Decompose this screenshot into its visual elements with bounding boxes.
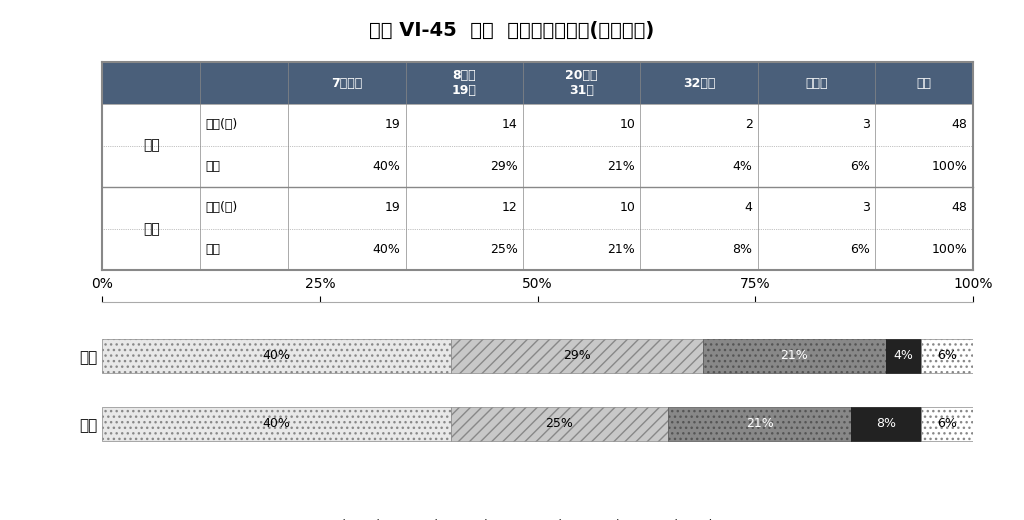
Bar: [451, 339, 703, 373]
Bar: [702, 339, 886, 373]
Text: 人数(人): 人数(人): [206, 201, 238, 214]
Text: 40%: 40%: [373, 160, 400, 173]
Bar: [921, 339, 973, 373]
Text: 100%: 100%: [932, 243, 968, 256]
Text: 21%: 21%: [607, 160, 635, 173]
Bar: [668, 407, 851, 440]
Text: 事前: 事前: [143, 139, 160, 152]
Legend: 弱い(7点以下), 普通(8点～19点), やや強い(20点～31点), 強い(32点～), 無回答: 弱い(7点以下), 普通(8点～19点), やや強い(20点～31点), 強い(…: [296, 514, 779, 520]
Bar: [102, 407, 451, 440]
Text: 6%: 6%: [937, 349, 956, 362]
Text: 48: 48: [951, 118, 968, 131]
Text: 4%: 4%: [893, 349, 913, 362]
Text: 4: 4: [744, 201, 753, 214]
Text: 合計: 合計: [916, 76, 932, 89]
Text: 8%: 8%: [732, 243, 753, 256]
Text: 21%: 21%: [780, 349, 808, 362]
Text: 14: 14: [502, 118, 518, 131]
Text: 10: 10: [620, 118, 635, 131]
Text: 100%: 100%: [932, 160, 968, 173]
Bar: [886, 339, 921, 373]
Text: 事後: 事後: [143, 222, 160, 236]
Text: 19: 19: [385, 118, 400, 131]
Text: 40%: 40%: [262, 349, 291, 362]
Text: 3: 3: [862, 201, 869, 214]
Text: 21%: 21%: [607, 243, 635, 256]
Text: 25%: 25%: [546, 417, 573, 430]
Text: 6%: 6%: [850, 160, 869, 173]
Text: 6%: 6%: [850, 243, 869, 256]
Bar: [451, 407, 669, 440]
Text: 19: 19: [385, 201, 400, 214]
Bar: [851, 407, 921, 440]
Text: 10: 10: [620, 201, 635, 214]
Bar: [102, 339, 451, 373]
Text: 40%: 40%: [373, 243, 400, 256]
Text: 25%: 25%: [489, 243, 518, 256]
Text: 48: 48: [951, 201, 968, 214]
Text: 20点～
31点: 20点～ 31点: [565, 69, 598, 97]
Text: 32点～: 32点～: [683, 76, 715, 89]
Text: 割合: 割合: [206, 243, 220, 256]
Text: 40%: 40%: [262, 417, 291, 430]
Text: 6%: 6%: [937, 417, 956, 430]
Text: 7点以下: 7点以下: [332, 76, 362, 89]
Text: 3: 3: [862, 118, 869, 131]
Text: 29%: 29%: [563, 349, 591, 362]
Text: 4%: 4%: [732, 160, 753, 173]
Text: 21%: 21%: [745, 417, 773, 430]
Text: 人数(人): 人数(人): [206, 118, 238, 131]
Text: 12: 12: [502, 201, 518, 214]
Text: 割合: 割合: [206, 160, 220, 173]
Text: 無回答: 無回答: [805, 76, 827, 89]
Text: 2: 2: [744, 118, 753, 131]
Text: 図表 VI-45  全体  心理的負担評価(全床実証): 図表 VI-45 全体 心理的負担評価(全床実証): [370, 21, 654, 40]
Text: 29%: 29%: [490, 160, 518, 173]
Bar: [921, 407, 973, 440]
Text: 8%: 8%: [876, 417, 896, 430]
Text: 8点～
19点: 8点～ 19点: [452, 69, 477, 97]
